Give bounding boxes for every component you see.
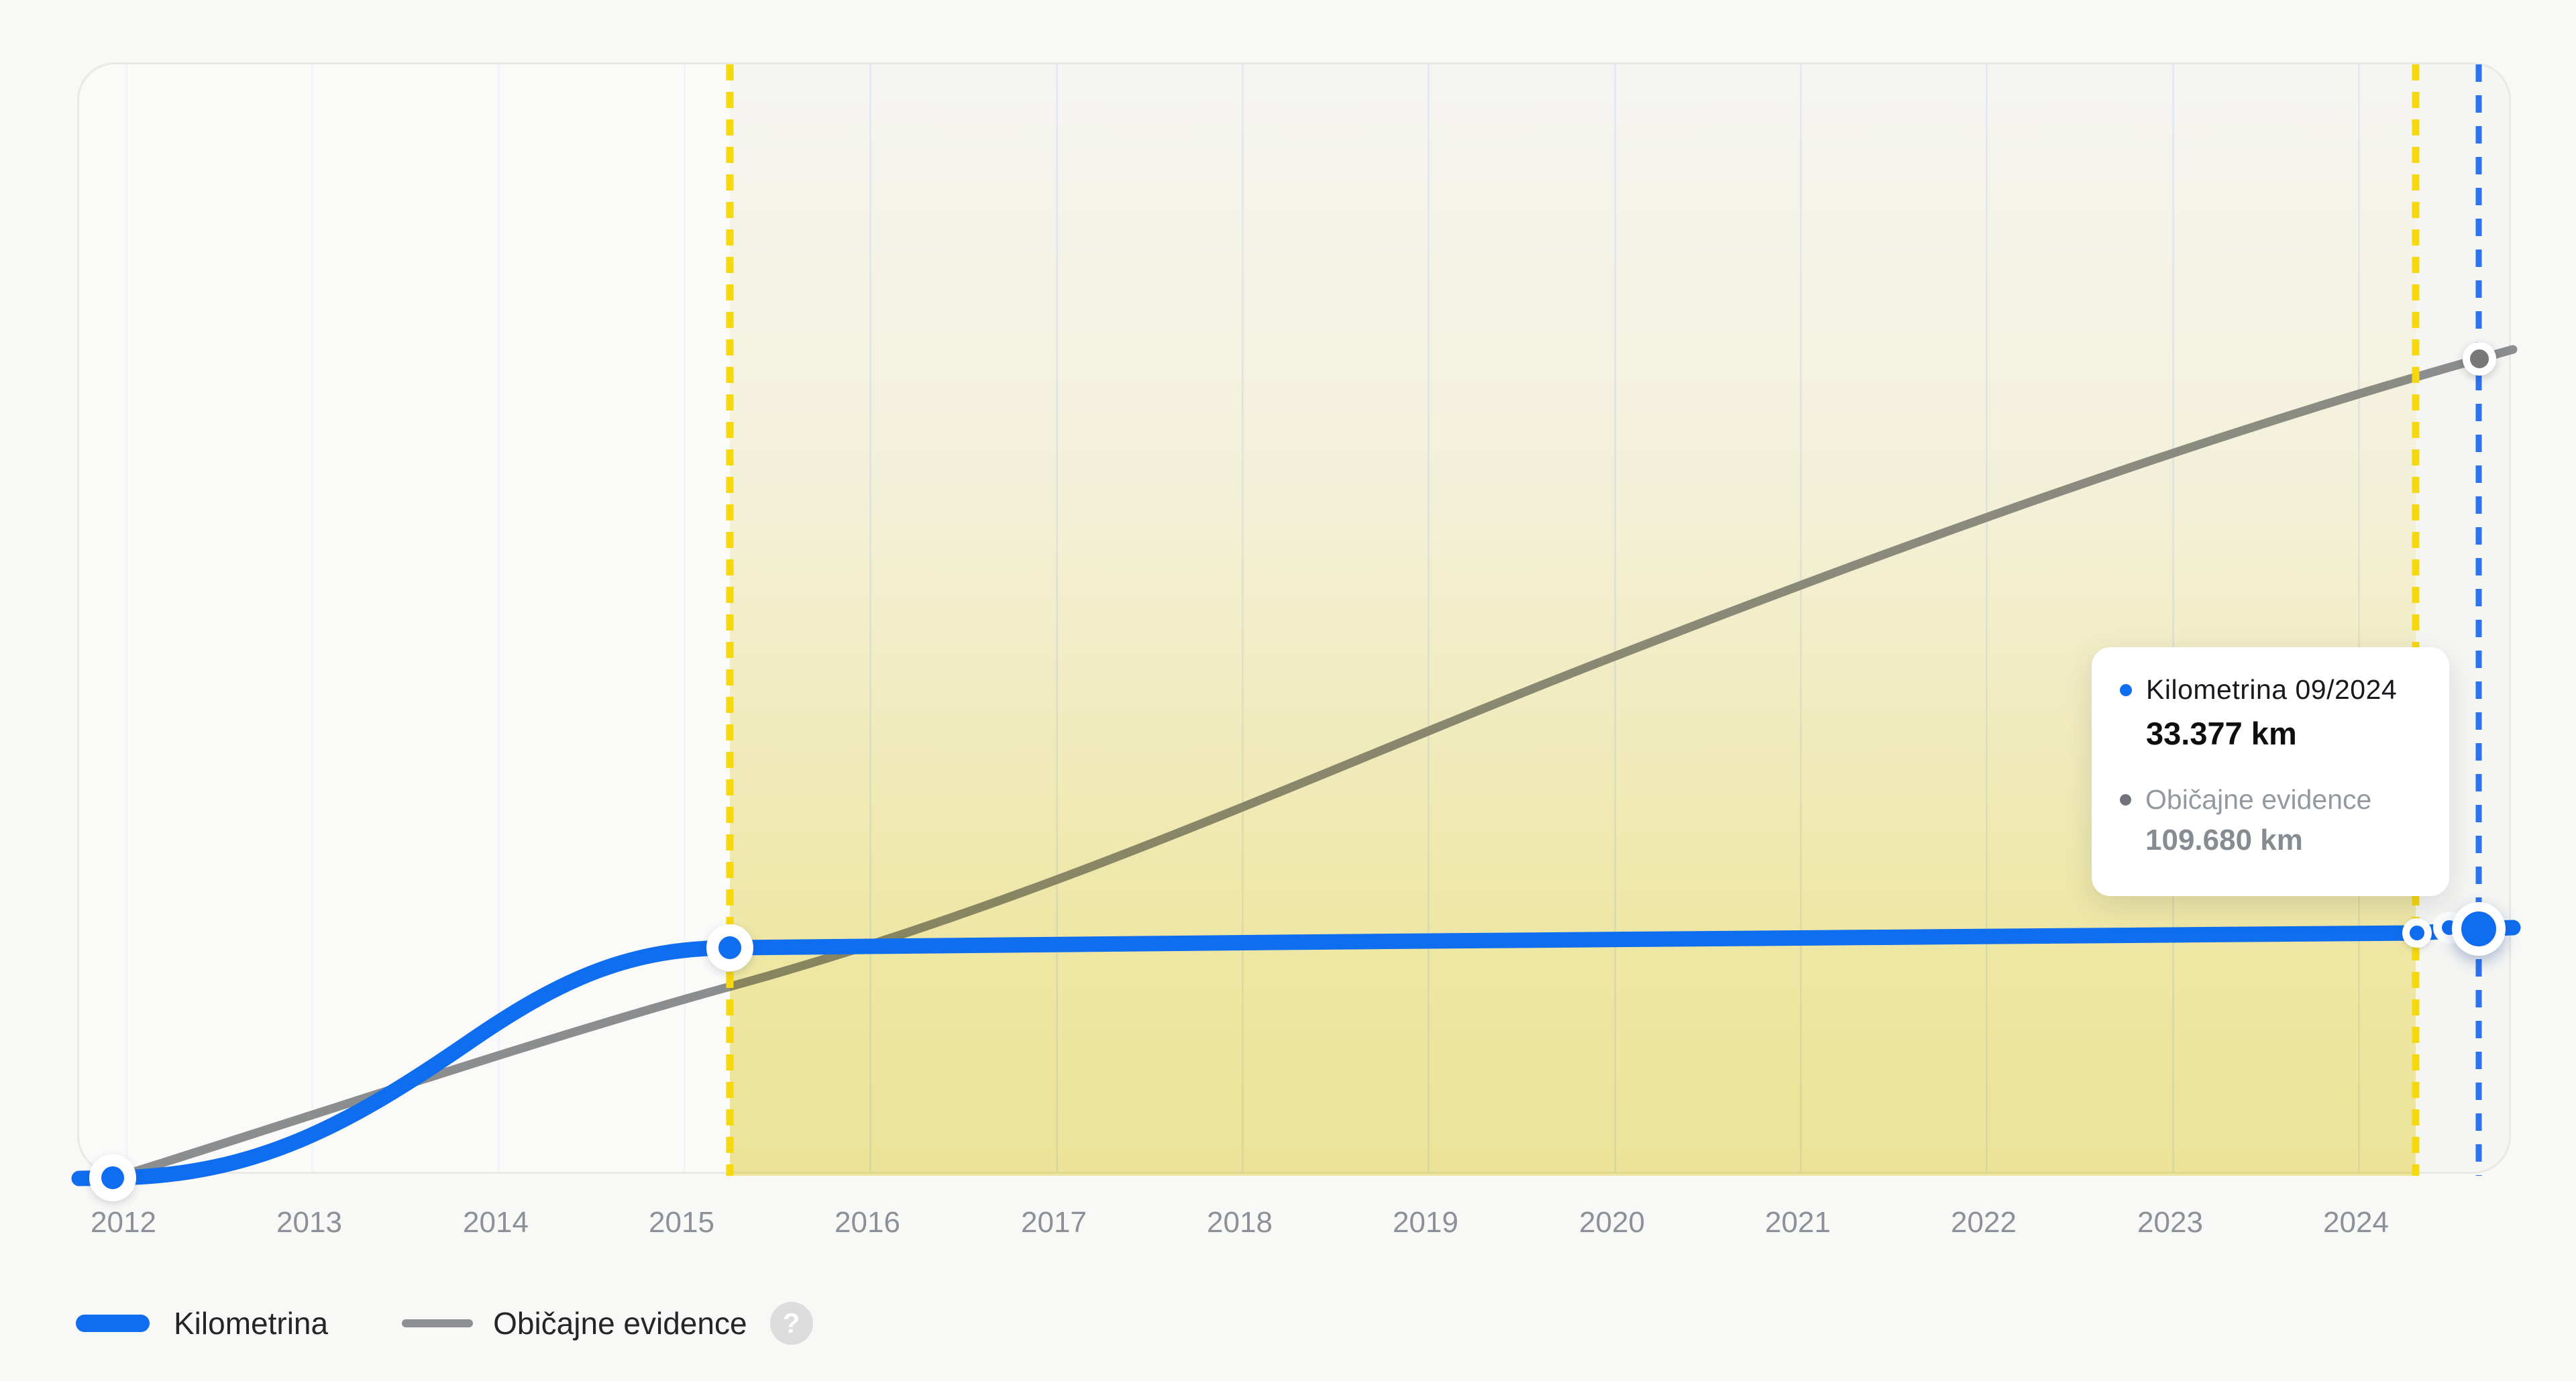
reference-lines <box>726 64 2482 1176</box>
x-axis-label: 2023 <box>2137 1206 2203 1239</box>
data-point-obicajne-evidence-sep-2024[interactable] <box>2463 342 2496 376</box>
data-point-kilometrina-band-end[interactable] <box>2402 918 2432 948</box>
tooltip-series2-label: Običajne evidence <box>2145 784 2372 815</box>
tooltip-series1-value: 33.377 km <box>2146 716 2297 751</box>
tooltip-bullet-obicajne-icon <box>2120 794 2131 806</box>
tooltip-series1-label: Kilometrina 09/2024 <box>2146 674 2398 705</box>
legend: Kilometrina Običajne evidence ? <box>76 1300 813 1347</box>
x-axis-label: 2018 <box>1207 1206 1273 1239</box>
x-axis-label: 2022 <box>1951 1206 2017 1239</box>
x-axis-label: 2017 <box>1021 1206 1087 1239</box>
series-kilometrina-line <box>71 920 2521 1186</box>
data-point-kilometrina-2015[interactable] <box>706 924 753 971</box>
legend-item-obicajne-evidence[interactable]: Običajne evidence <box>493 1306 747 1341</box>
legend-obicajne-swatch-icon <box>402 1319 474 1327</box>
pre-highlight-band <box>79 64 730 1172</box>
plot-area: Kilometrina 09/2024 33.377 km Običajne e… <box>71 62 2521 1201</box>
x-axis-label: 2013 <box>276 1206 342 1239</box>
x-axis-label: 2019 <box>1393 1206 1458 1239</box>
data-point-kilometrina-2012[interactable] <box>89 1154 136 1201</box>
highlight-band <box>730 64 2416 1176</box>
legend-item-kilometrina[interactable]: Kilometrina <box>174 1306 329 1341</box>
x-axis-label: 2021 <box>1765 1206 1831 1239</box>
x-axis-label: 2015 <box>649 1206 714 1239</box>
data-point-kilometrina-sep-2024[interactable] <box>2452 902 2506 956</box>
x-axis-label: 2020 <box>1579 1206 1645 1239</box>
x-axis-label: 2024 <box>2323 1206 2389 1239</box>
x-axis-label: 2012 <box>91 1206 156 1239</box>
x-axis-label: 2014 <box>463 1206 529 1239</box>
chart-tooltip: Kilometrina 09/2024 33.377 km Običajne e… <box>2092 647 2449 896</box>
help-icon[interactable]: ? <box>769 1302 813 1345</box>
tooltip-series2-value: 109.680 km <box>2145 824 2303 857</box>
x-axis-label: 2016 <box>835 1206 900 1239</box>
legend-kilometrina-swatch-icon <box>76 1315 150 1332</box>
tooltip-bullet-kilometrina-icon <box>2120 683 2132 696</box>
